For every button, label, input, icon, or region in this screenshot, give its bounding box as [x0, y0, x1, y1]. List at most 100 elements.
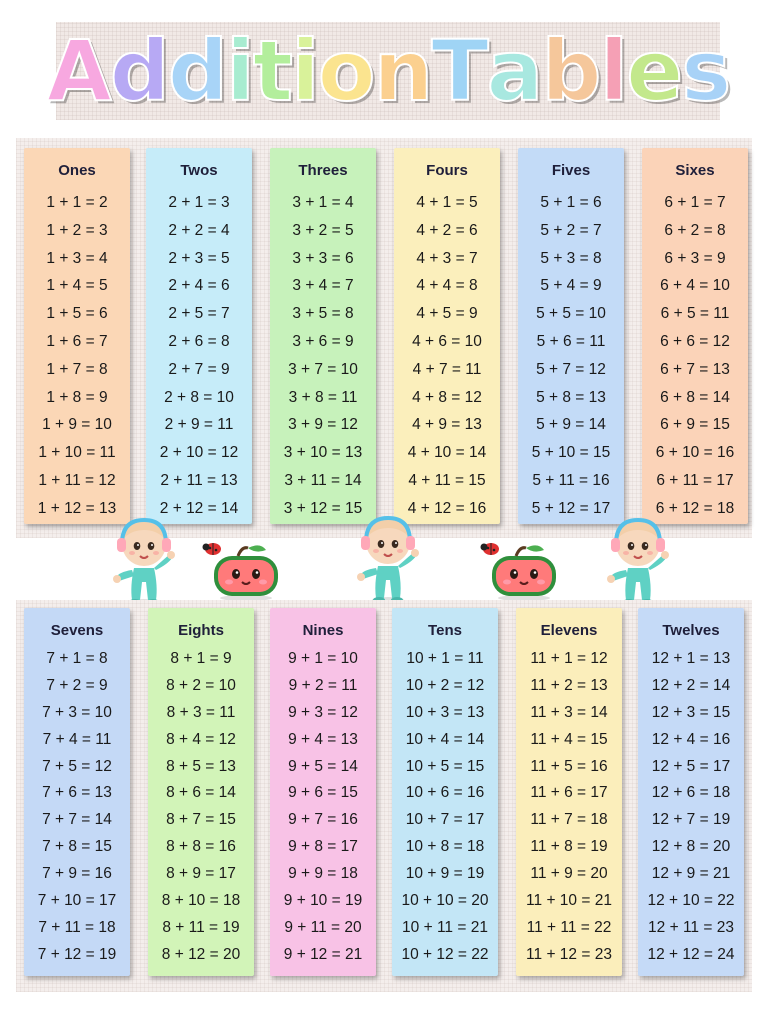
equation-row: 11 + 2 = 13	[530, 676, 608, 694]
character-decoration-row	[0, 508, 768, 608]
equation-row: 11 + 10 = 21	[526, 892, 612, 910]
equation-list: 10 + 1 = 11 10 + 2 = 12 10 + 3 = 13 10 + 4 …	[392, 646, 498, 969]
equation-row: 5 + 2 = 7	[540, 221, 602, 239]
bottom-tables-panel: Sevens 7 + 1 = 8 7 + 2 = 9 7 + 3 = 10 7 + 4 …	[16, 600, 752, 992]
equation-row: 4 + 10 = 14	[407, 444, 487, 462]
table-card-sevens: Sevens 7 + 1 = 8 7 + 2 = 9 7 + 3 = 10 7 + 4 …	[24, 608, 130, 976]
equation-row: 6 + 1 = 7	[664, 194, 726, 211]
title-letter: d	[109, 22, 171, 120]
equation-row: 6 + 9 = 15	[660, 416, 730, 434]
table-card-threes: Threes 3 + 1 = 4 3 + 2 = 5 3 + 3 = 6 3 + 4 =…	[270, 148, 376, 524]
equation-row: 3 + 8 = 11	[288, 388, 358, 406]
equation-row: 5 + 9 = 14	[536, 416, 606, 434]
equation-row: 5 + 5 = 10	[536, 305, 606, 323]
equation-row: 1 + 10 = 11	[38, 444, 116, 462]
equation-row: 2 + 5 = 7	[168, 305, 230, 323]
equation-row: 12 + 2 = 14	[651, 676, 731, 694]
title-letter: t	[252, 22, 294, 120]
equation-row: 2 + 12 = 14	[159, 499, 239, 517]
equation-list: 7 + 1 = 8 7 + 2 = 9 7 + 3 = 10 7 + 4 = 11 7 …	[24, 646, 130, 969]
equation-row: 9 + 9 = 18	[288, 865, 358, 883]
equation-row: 8 + 4 = 12	[166, 730, 236, 748]
equation-row: 6 + 12 = 18	[655, 499, 735, 517]
equation-row: 1 + 9 = 10	[42, 416, 112, 434]
equation-row: 4 + 6 = 10	[412, 332, 482, 350]
equation-row: 5 + 1 = 6	[540, 194, 602, 211]
equation-row: 6 + 2 = 8	[664, 221, 726, 239]
equation-row: 6 + 6 = 12	[660, 332, 730, 350]
equation-row: 4 + 3 = 7	[416, 249, 478, 267]
title-letter: T	[430, 22, 489, 120]
equation-row: 4 + 12 = 16	[407, 499, 487, 517]
equation-row: 7 + 1 = 8	[46, 650, 108, 667]
equation-row: 12 + 10 = 22	[647, 892, 735, 910]
equation-row: 5 + 7 = 12	[536, 360, 606, 378]
equation-row: 12 + 8 = 20	[651, 838, 731, 856]
equation-row: 4 + 7 = 11	[412, 360, 482, 378]
equation-row: 9 + 2 = 11	[288, 676, 358, 694]
equation-row: 3 + 5 = 8	[292, 305, 354, 323]
equation-row: 3 + 1 = 4	[292, 194, 354, 211]
title-letter: o	[317, 22, 377, 120]
equation-row: 7 + 3 = 10	[42, 703, 112, 721]
equation-row: 1 + 7 = 8	[46, 360, 108, 378]
table-title: Twelves	[662, 622, 720, 639]
ladybug-icon	[480, 538, 502, 560]
equation-row: 6 + 10 = 16	[655, 444, 735, 462]
title-letter: n	[373, 22, 435, 120]
equation-row: 2 + 8 = 10	[164, 388, 234, 406]
title-letter: b	[540, 22, 602, 120]
equation-row: 1 + 5 = 6	[46, 305, 108, 323]
equation-row: 3 + 6 = 9	[292, 332, 354, 350]
title-letter: i	[225, 22, 256, 120]
equation-row: 2 + 4 = 6	[168, 277, 230, 295]
equation-row: 8 + 5 = 13	[166, 757, 236, 775]
baby-character-icon	[606, 516, 670, 612]
equation-row: 4 + 2 = 6	[416, 221, 478, 239]
equation-row: 11 + 12 = 23	[526, 945, 612, 963]
equation-row: 7 + 10 = 17	[37, 892, 117, 910]
equation-row: 6 + 5 = 11	[660, 305, 730, 323]
baby-character-icon	[112, 516, 176, 612]
title-letter: a	[486, 22, 545, 120]
equation-row: 7 + 2 = 9	[46, 676, 108, 694]
equation-row: 2 + 2 = 4	[168, 221, 230, 239]
equation-row: 10 + 11 = 21	[402, 918, 488, 936]
equation-row: 7 + 6 = 13	[42, 784, 112, 802]
equation-row: 12 + 5 = 17	[651, 757, 731, 775]
equation-row: 8 + 10 = 18	[161, 892, 241, 910]
equation-row: 3 + 12 = 15	[283, 499, 363, 517]
equation-row: 3 + 2 = 5	[292, 221, 354, 239]
equation-row: 5 + 6 = 11	[536, 332, 606, 350]
table-card-eights: Eights 8 + 1 = 9 8 + 2 = 10 8 + 3 = 11 8 + 4…	[148, 608, 254, 976]
table-title: Twos	[180, 162, 218, 179]
table-title: Nines	[302, 622, 344, 639]
equation-row: 4 + 9 = 13	[412, 416, 482, 434]
table-card-fives: Fives 5 + 1 = 6 5 + 2 = 7 5 + 3 = 8 5 + 4 = …	[518, 148, 624, 524]
equation-row: 10 + 3 = 13	[405, 703, 485, 721]
equation-row: 10 + 5 = 15	[405, 757, 485, 775]
equation-row: 9 + 4 = 13	[288, 730, 358, 748]
equation-row: 1 + 8 = 9	[46, 388, 108, 406]
table-title: Sevens	[50, 622, 104, 639]
equation-row: 8 + 3 = 11	[166, 703, 236, 721]
equation-row: 8 + 2 = 10	[166, 676, 236, 694]
equation-row: 3 + 7 = 10	[288, 360, 358, 378]
equation-list: 2 + 1 = 3 2 + 2 = 4 2 + 3 = 5 2 + 4 = 6 2 + …	[146, 189, 252, 523]
table-title: Sixes	[675, 162, 715, 179]
equation-row: 10 + 7 = 17	[405, 811, 485, 829]
equation-row: 2 + 7 = 9	[168, 360, 230, 378]
title-letter: i	[290, 22, 321, 120]
equation-row: 2 + 3 = 5	[168, 249, 230, 267]
equation-row: 8 + 11 = 19	[162, 918, 240, 936]
equation-row: 1 + 6 = 7	[46, 332, 108, 350]
equation-row: 10 + 1 = 11	[406, 650, 484, 667]
equation-list: 12 + 1 = 13 12 + 2 = 14 12 + 3 = 15 12 + 4 …	[638, 646, 744, 969]
equation-row: 3 + 9 = 12	[288, 416, 358, 434]
equation-row: 9 + 12 = 21	[283, 945, 363, 963]
equation-row: 10 + 8 = 18	[405, 838, 485, 856]
equation-row: 4 + 11 = 15	[408, 471, 486, 489]
watermelon-character-icon	[202, 542, 284, 606]
equation-row: 5 + 11 = 16	[532, 471, 610, 489]
equation-row: 12 + 7 = 19	[651, 811, 731, 829]
